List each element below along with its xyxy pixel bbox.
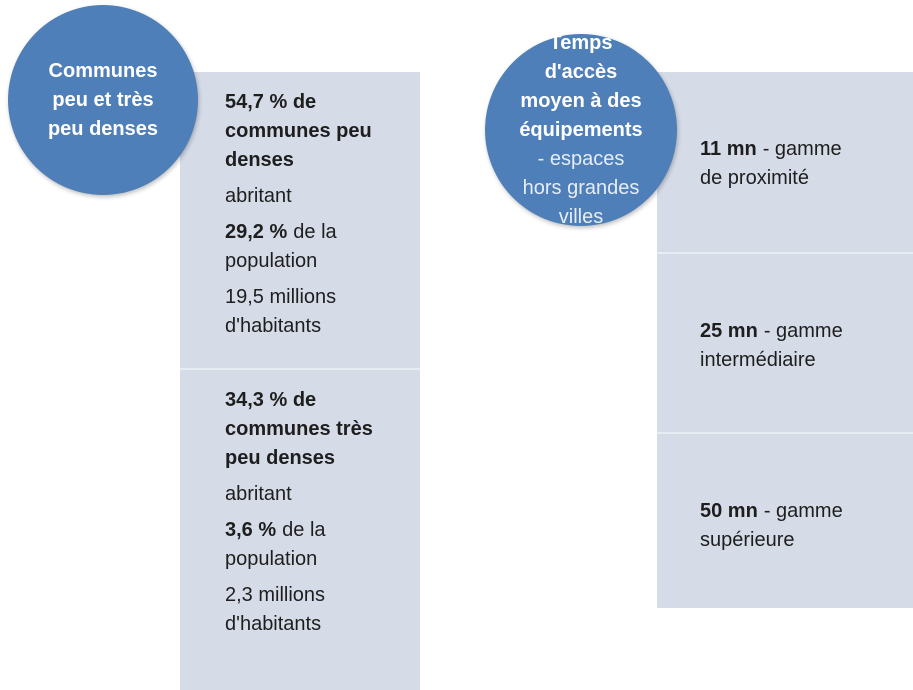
connector: abritant — [225, 185, 292, 207]
range: - gamme supérieure — [700, 500, 843, 551]
inhabitants: 2,3 millions d'habitants — [225, 584, 326, 635]
item-text: 11 mn - gamme de proximité — [700, 135, 865, 200]
panel-text: 34,3 % de communes très peu denses abrita… — [225, 386, 403, 646]
circle-line: peu denses — [47, 117, 159, 140]
share: 29,2 % de la population — [225, 218, 403, 276]
item: 11 mn - gamme de proximité — [700, 135, 865, 193]
circle-subtitle-line: hors grandes — [522, 176, 640, 199]
panel: 11 mn - gamme de proximité — [657, 72, 913, 252]
circle-line: peu et très — [52, 88, 154, 111]
time: 50 mn — [700, 500, 758, 522]
item-text: 50 mn - gamme supérieure — [700, 497, 865, 562]
item: 50 mn - gamme supérieure — [700, 497, 865, 555]
inhabitants: 19,5 millions d'habitants — [225, 286, 337, 337]
item: 25 mn - gamme intermédiaire — [700, 317, 865, 375]
panel: 54,7 % de communes peu denses abritant 29,… — [180, 72, 420, 368]
time: 25 mn — [700, 320, 758, 342]
circle-title-line: équipements — [519, 118, 643, 141]
item-text: 25 mn - gamme intermédiaire — [700, 317, 865, 382]
range: - gamme de proximité — [700, 138, 842, 189]
panel: 50 mn - gamme supérieure — [657, 432, 913, 608]
heading: 54,7 % de communes peu denses — [225, 91, 372, 171]
heading: 34,3 % de communes très peu denses — [225, 389, 373, 469]
panel: 25 mn - gamme intermédiaire — [657, 252, 913, 432]
left-circle: Communes peu et très peu denses — [8, 5, 198, 195]
share-text: de la population — [225, 221, 337, 272]
circle-subtitle-line: villes — [558, 205, 604, 228]
share-text: de la population — [225, 519, 326, 570]
circle-title-line: d'accès — [544, 60, 618, 83]
circle-title-line: moyen à des — [520, 89, 642, 112]
share-value: 3,6 % — [225, 519, 277, 541]
range: - gamme intermédiaire — [700, 320, 843, 371]
panel-text: 54,7 % de communes peu denses abritant 29,… — [225, 88, 403, 348]
right-circle: Temps d'accès moyen à des équipements - espa… — [485, 32, 677, 228]
share-value: 29,2 % — [225, 221, 288, 243]
panel: 34,3 % de communes très peu denses abrita… — [180, 368, 420, 690]
share: 3,6 % de la population — [225, 516, 403, 574]
circle-title-line: Temps — [549, 31, 613, 54]
right-box: 11 mn - gamme de proximité 25 mn - gamme in… — [657, 72, 913, 608]
time: 11 mn — [700, 138, 757, 160]
left-box: 54,7 % de communes peu denses abritant 29,… — [180, 72, 420, 690]
circle-line: Communes — [48, 59, 158, 82]
connector: abritant — [225, 483, 292, 505]
circle-subtitle-line: - espaces — [537, 147, 625, 170]
